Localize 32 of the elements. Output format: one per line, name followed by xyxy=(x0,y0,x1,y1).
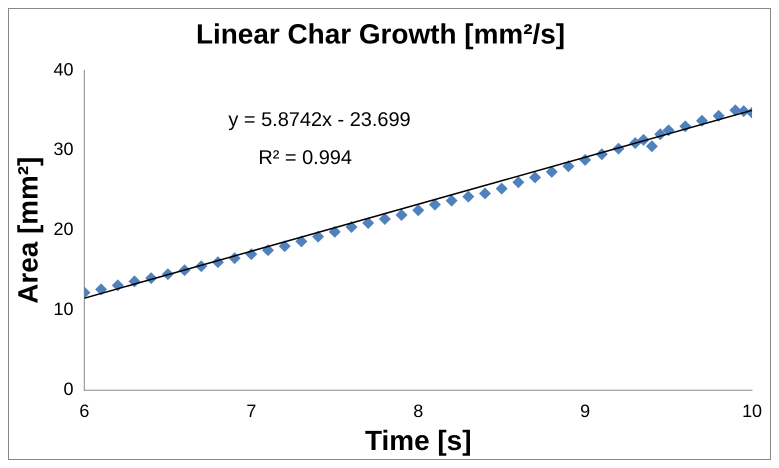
point xyxy=(529,171,542,184)
point xyxy=(428,198,441,211)
x-axis-title: Time [s] xyxy=(364,424,472,456)
y-tick-label: 20 xyxy=(53,219,74,240)
point xyxy=(378,213,391,225)
point xyxy=(328,226,341,238)
point xyxy=(512,176,524,188)
annotation: R² = 0.994 xyxy=(258,146,352,169)
point xyxy=(546,166,558,178)
point xyxy=(479,187,491,200)
y-tick-label: 30 xyxy=(53,139,74,160)
y-tick-label: 40 xyxy=(53,59,74,80)
point xyxy=(446,194,458,207)
x-tick-label: 6 xyxy=(79,400,90,421)
point xyxy=(412,204,424,216)
x-tick-label: 9 xyxy=(580,400,590,421)
x-tick-label: 10 xyxy=(742,400,762,421)
point xyxy=(362,217,374,229)
point xyxy=(646,140,658,152)
point xyxy=(562,160,574,172)
point xyxy=(95,283,108,296)
y-axis-title: Area [mm²] xyxy=(12,156,44,304)
annotation: y = 5.8742x - 23.699 xyxy=(228,109,411,131)
point xyxy=(496,182,508,195)
point xyxy=(462,190,474,203)
point xyxy=(396,209,408,221)
x-tick-label: 7 xyxy=(246,400,256,421)
chart-title: Linear Char Growth [mm²/s] xyxy=(196,18,566,50)
point xyxy=(345,221,358,233)
x-tick-label: 8 xyxy=(413,400,424,421)
y-tick-label: 0 xyxy=(63,379,74,400)
y-tick-label: 10 xyxy=(53,299,74,320)
